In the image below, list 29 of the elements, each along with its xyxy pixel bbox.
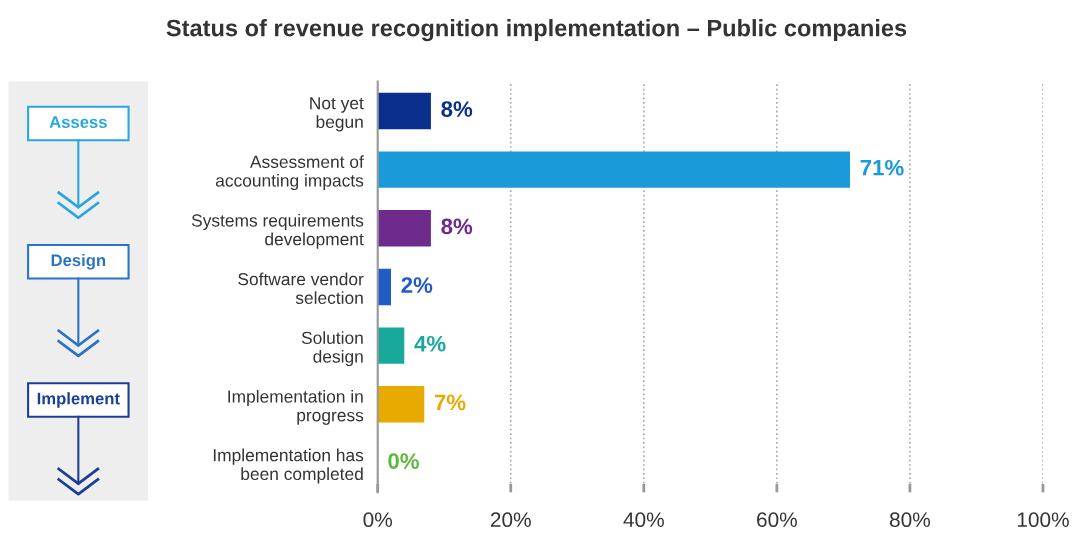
y-tick-label: Software vendor selection (238, 272, 364, 305)
y-tick-label: Implementation in progress (228, 389, 364, 425)
y-tick-label: Not yet begun (310, 97, 364, 132)
chart-title: Status of revenue recognition implementation – Public companies (166, 19, 907, 42)
bar (377, 386, 425, 423)
y-tick-label: Implementation has been completed (213, 448, 364, 484)
data-label: 7% (434, 394, 466, 411)
text: Assess (49, 116, 107, 128)
text: Implement (37, 392, 120, 408)
bar (377, 210, 431, 247)
bar (377, 151, 851, 188)
data-label: 0% (388, 453, 419, 469)
y-tick-label: Solution design (301, 331, 363, 367)
x-tick-label: 100% (1017, 512, 1069, 528)
data-label: 8% (441, 101, 473, 117)
bar (377, 92, 431, 130)
data-label: 71% (860, 159, 904, 176)
y-tick-label: Systems requirements development (191, 213, 364, 249)
x-tick-label: 0% (363, 512, 393, 528)
bar (377, 327, 405, 364)
data-label: 2% (401, 277, 433, 293)
y-tick-label: Assessment of accounting impacts (215, 155, 364, 191)
x-tick-label: 20% (490, 512, 531, 528)
text: Design (51, 253, 106, 270)
x-tick-label: 60% (757, 512, 797, 528)
x-tick-label: 80% (889, 512, 931, 528)
data-label: 4% (414, 335, 446, 352)
x-tick-label: 40% (623, 512, 664, 528)
data-label: 8% (441, 218, 473, 235)
